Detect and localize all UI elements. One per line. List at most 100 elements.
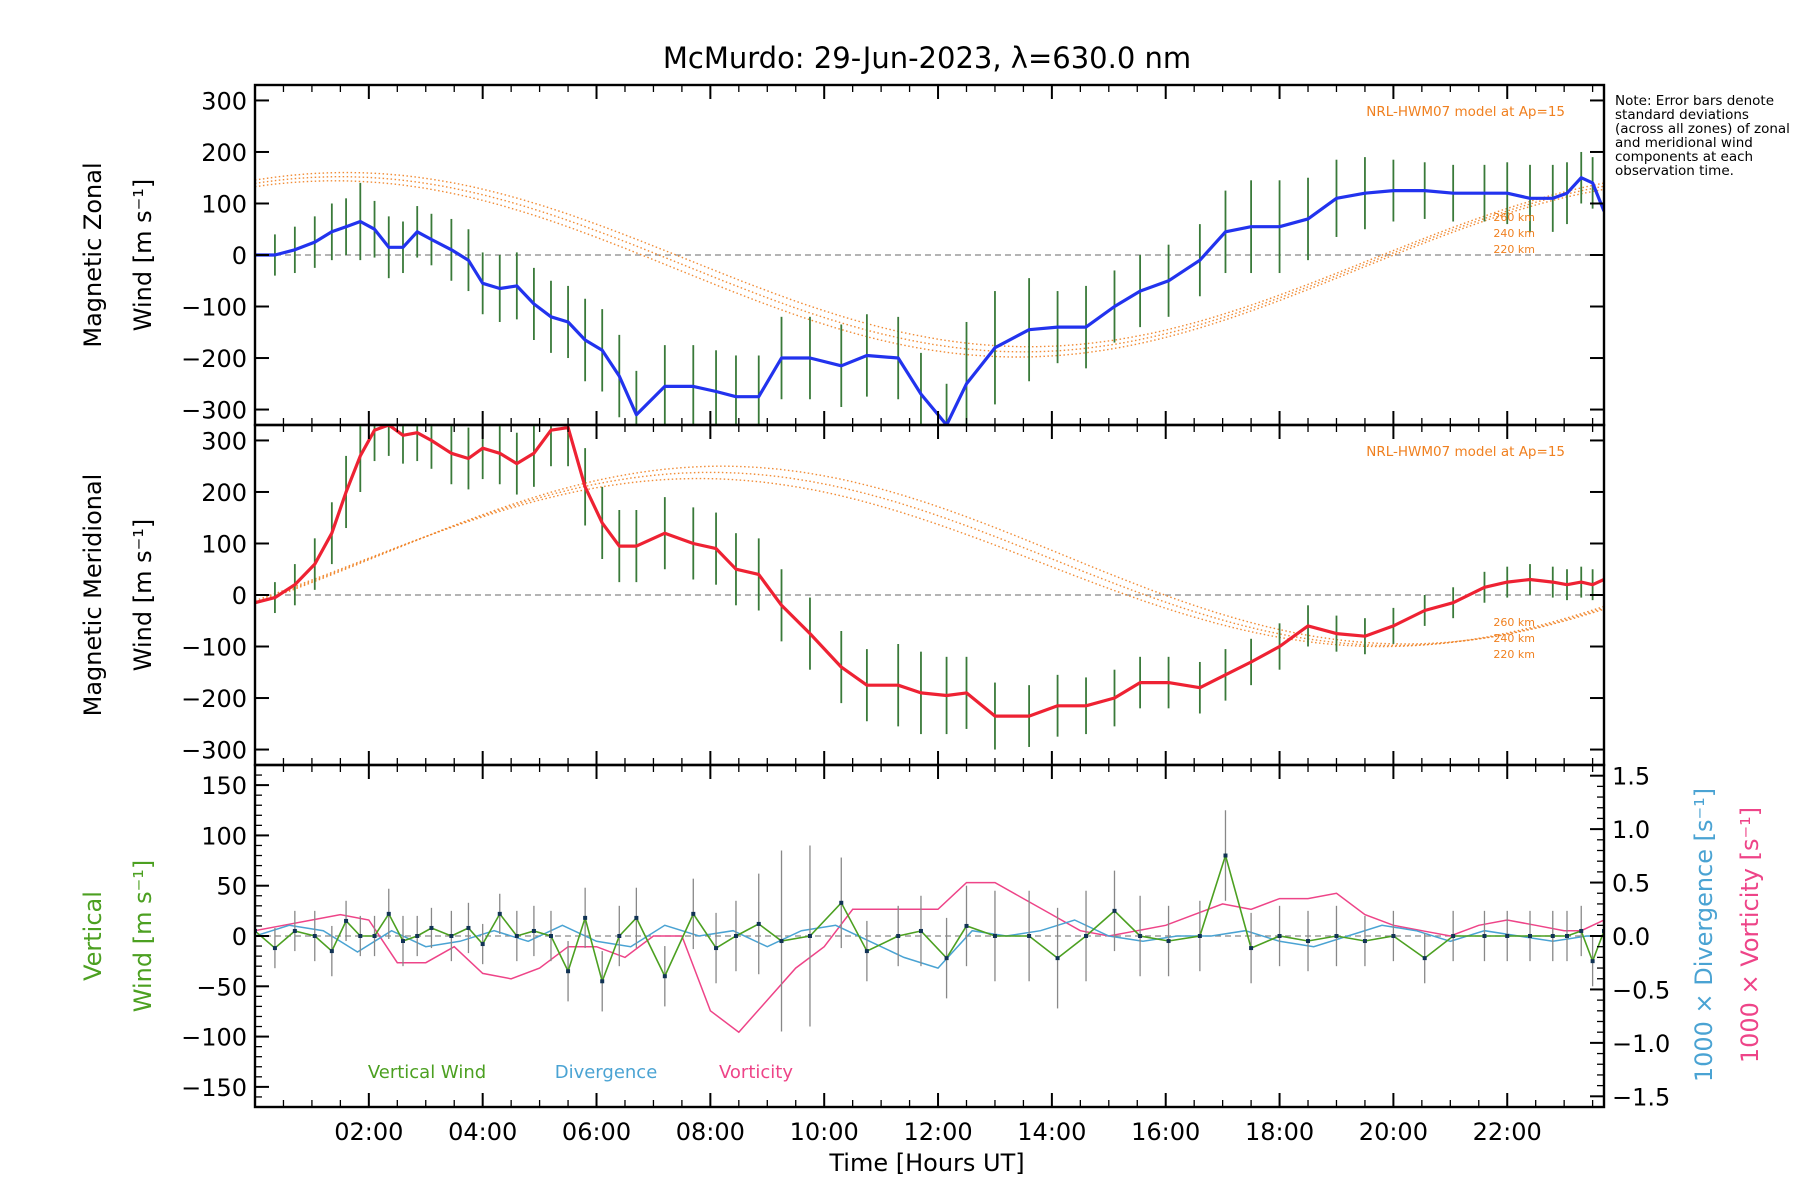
x-tick-label: 06:00	[562, 1118, 631, 1146]
x-tick-label: 22:00	[1473, 1118, 1542, 1146]
right-y-tick-label: 1.0	[1612, 816, 1650, 844]
vertical-wind-point	[372, 934, 377, 938]
vertical-wind-point	[415, 934, 420, 938]
vertical-wind-point	[1055, 956, 1060, 961]
vertical-wind-point	[1550, 934, 1555, 938]
y-tick-label: 200	[201, 479, 247, 507]
y-tick-label: 100	[201, 822, 247, 850]
y-tick-label: −300	[181, 737, 247, 765]
model-altitude-label: 220 km	[1493, 648, 1535, 661]
vertical-wind-point	[566, 969, 571, 974]
model-altitude-label: 220 km	[1493, 243, 1535, 256]
y-axis-label-line1: Magnetic Meridional	[79, 474, 107, 717]
y-tick-label: 0	[232, 242, 247, 270]
vertical-wind-point	[1197, 934, 1202, 938]
model-curve-240km	[255, 175, 1604, 353]
panel-zonal: NRL-HWM07 model at Ap=15 260 km 240 km 220 …	[79, 83, 1606, 427]
vertical-wind-point	[531, 928, 536, 933]
vertical-wind-point	[312, 934, 317, 938]
y-tick-label: 300	[201, 87, 247, 115]
y-tick-label: −100	[181, 634, 247, 662]
vorticity-axis-label: 1000 × Vorticity [s⁻¹]	[1736, 807, 1764, 1063]
vertical-wind-point	[1422, 956, 1427, 961]
vertical-wind-point	[1505, 934, 1510, 938]
chart-title: McMurdo: 29-Jun-2023, λ=630.0 nm	[663, 41, 1191, 75]
model-curve-260km	[255, 171, 1604, 348]
vertical-wind-point	[1027, 934, 1032, 938]
vertical-wind-point	[779, 939, 784, 944]
y-tick-label: −100	[181, 294, 247, 322]
model-curve-220km	[255, 180, 1604, 358]
panel-meridional: NRL-HWM07 model at Ap=15 260 km 240 km 220 …	[79, 423, 1606, 767]
vertical-wind-point	[1528, 934, 1533, 938]
vertical-wind-point	[617, 934, 622, 938]
vertical-wind-point	[386, 911, 391, 916]
model-altitude-label: 240 km	[1493, 227, 1535, 240]
x-tick-label: 18:00	[1245, 1118, 1314, 1146]
vertical-wind-point	[662, 974, 667, 979]
panel-meridional-plot	[255, 425, 1604, 750]
vertical-wind-point	[1084, 934, 1089, 938]
model-altitude-label: 240 km	[1493, 632, 1535, 645]
x-tick-label: 14:00	[1017, 1118, 1086, 1146]
zonal-wind-line	[255, 176, 1604, 425]
y-tick-label: −200	[181, 685, 247, 713]
vertical-wind-point	[1306, 939, 1311, 944]
vertical-wind-point	[272, 946, 277, 951]
y-tick-label: 100	[201, 190, 247, 218]
vertical-wind-line	[255, 852, 1604, 984]
vertical-wind-point	[466, 925, 471, 930]
vertical-wind-point	[548, 934, 553, 938]
x-tick-label: 16:00	[1131, 1118, 1200, 1146]
y-tick-label: 0	[232, 582, 247, 610]
y-axis-label-line1: Magnetic Zonal	[79, 162, 107, 347]
y-tick-label: 300	[201, 427, 247, 455]
right-y-tick-label: −1.0	[1612, 1030, 1670, 1058]
legend-vorticity: Vorticity	[719, 1062, 793, 1083]
x-tick-label: 04:00	[448, 1118, 517, 1146]
vertical-wind-point	[583, 915, 588, 920]
vertical-wind-point	[1138, 934, 1143, 938]
vertical-wind-point	[344, 918, 349, 923]
vertical-wind-point	[1482, 934, 1487, 938]
panel-vertical: −1.5 −1.0 −0.5 0.0 0.5 1.0 1.5 1000 × Divergenc…	[79, 763, 1764, 1112]
y-tick-label: 0	[232, 923, 247, 951]
y-axis-label-line2: Wind [m s⁻¹]	[129, 860, 157, 1012]
vertical-wind-point	[358, 934, 363, 938]
vertical-wind-point	[1334, 934, 1339, 938]
vertical-wind-point	[1223, 853, 1228, 858]
right-y-tick-label: 0.0	[1612, 923, 1650, 951]
y-axis-label-line2: Wind [m s⁻¹]	[129, 179, 157, 331]
note-text: Note: Error bars denote standard deviati…	[1615, 93, 1790, 179]
panel-zonal-plot	[255, 151, 1604, 425]
vertical-wind-point	[480, 942, 485, 947]
vertical-wind-point	[714, 946, 719, 951]
vertical-wind-point	[292, 928, 297, 933]
vertical-wind-point	[449, 934, 454, 938]
vertical-wind-point	[1391, 934, 1396, 938]
legend-vertical-wind: Vertical Wind	[368, 1062, 486, 1083]
x-tick-label: 20:00	[1359, 1118, 1428, 1146]
divergence-axis-label: 1000 × Divergence [s⁻¹]	[1690, 788, 1718, 1082]
vertical-wind-point	[634, 915, 639, 920]
x-tick-label: 08:00	[676, 1118, 745, 1146]
vertical-wind-point	[807, 934, 812, 938]
panel-vertical-plot	[255, 810, 1604, 1034]
y-tick-label: −300	[181, 397, 247, 425]
y-tick-label: −50	[196, 973, 247, 1001]
vertical-wind-point	[329, 949, 334, 954]
y-tick-label: −200	[181, 345, 247, 373]
vertical-wind-point	[429, 925, 434, 930]
vertical-wind-point	[1362, 939, 1367, 944]
y-tick-label: 150	[201, 772, 247, 800]
vertical-wind-point	[896, 934, 901, 938]
legend-divergence: Divergence	[555, 1062, 658, 1083]
vertical-wind-point	[1166, 939, 1171, 944]
vertical-wind-point	[864, 949, 869, 954]
model-label: NRL-HWM07 model at Ap=15	[1366, 444, 1565, 460]
vertical-wind-point	[1112, 908, 1117, 913]
vertical-wind-point	[1249, 946, 1254, 951]
vertical-wind-point	[839, 900, 844, 905]
x-tick-label: 10:00	[790, 1118, 859, 1146]
